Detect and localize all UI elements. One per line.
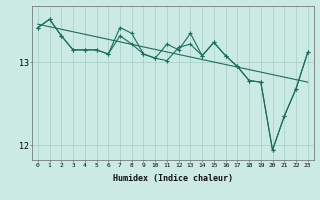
X-axis label: Humidex (Indice chaleur): Humidex (Indice chaleur) xyxy=(113,174,233,183)
